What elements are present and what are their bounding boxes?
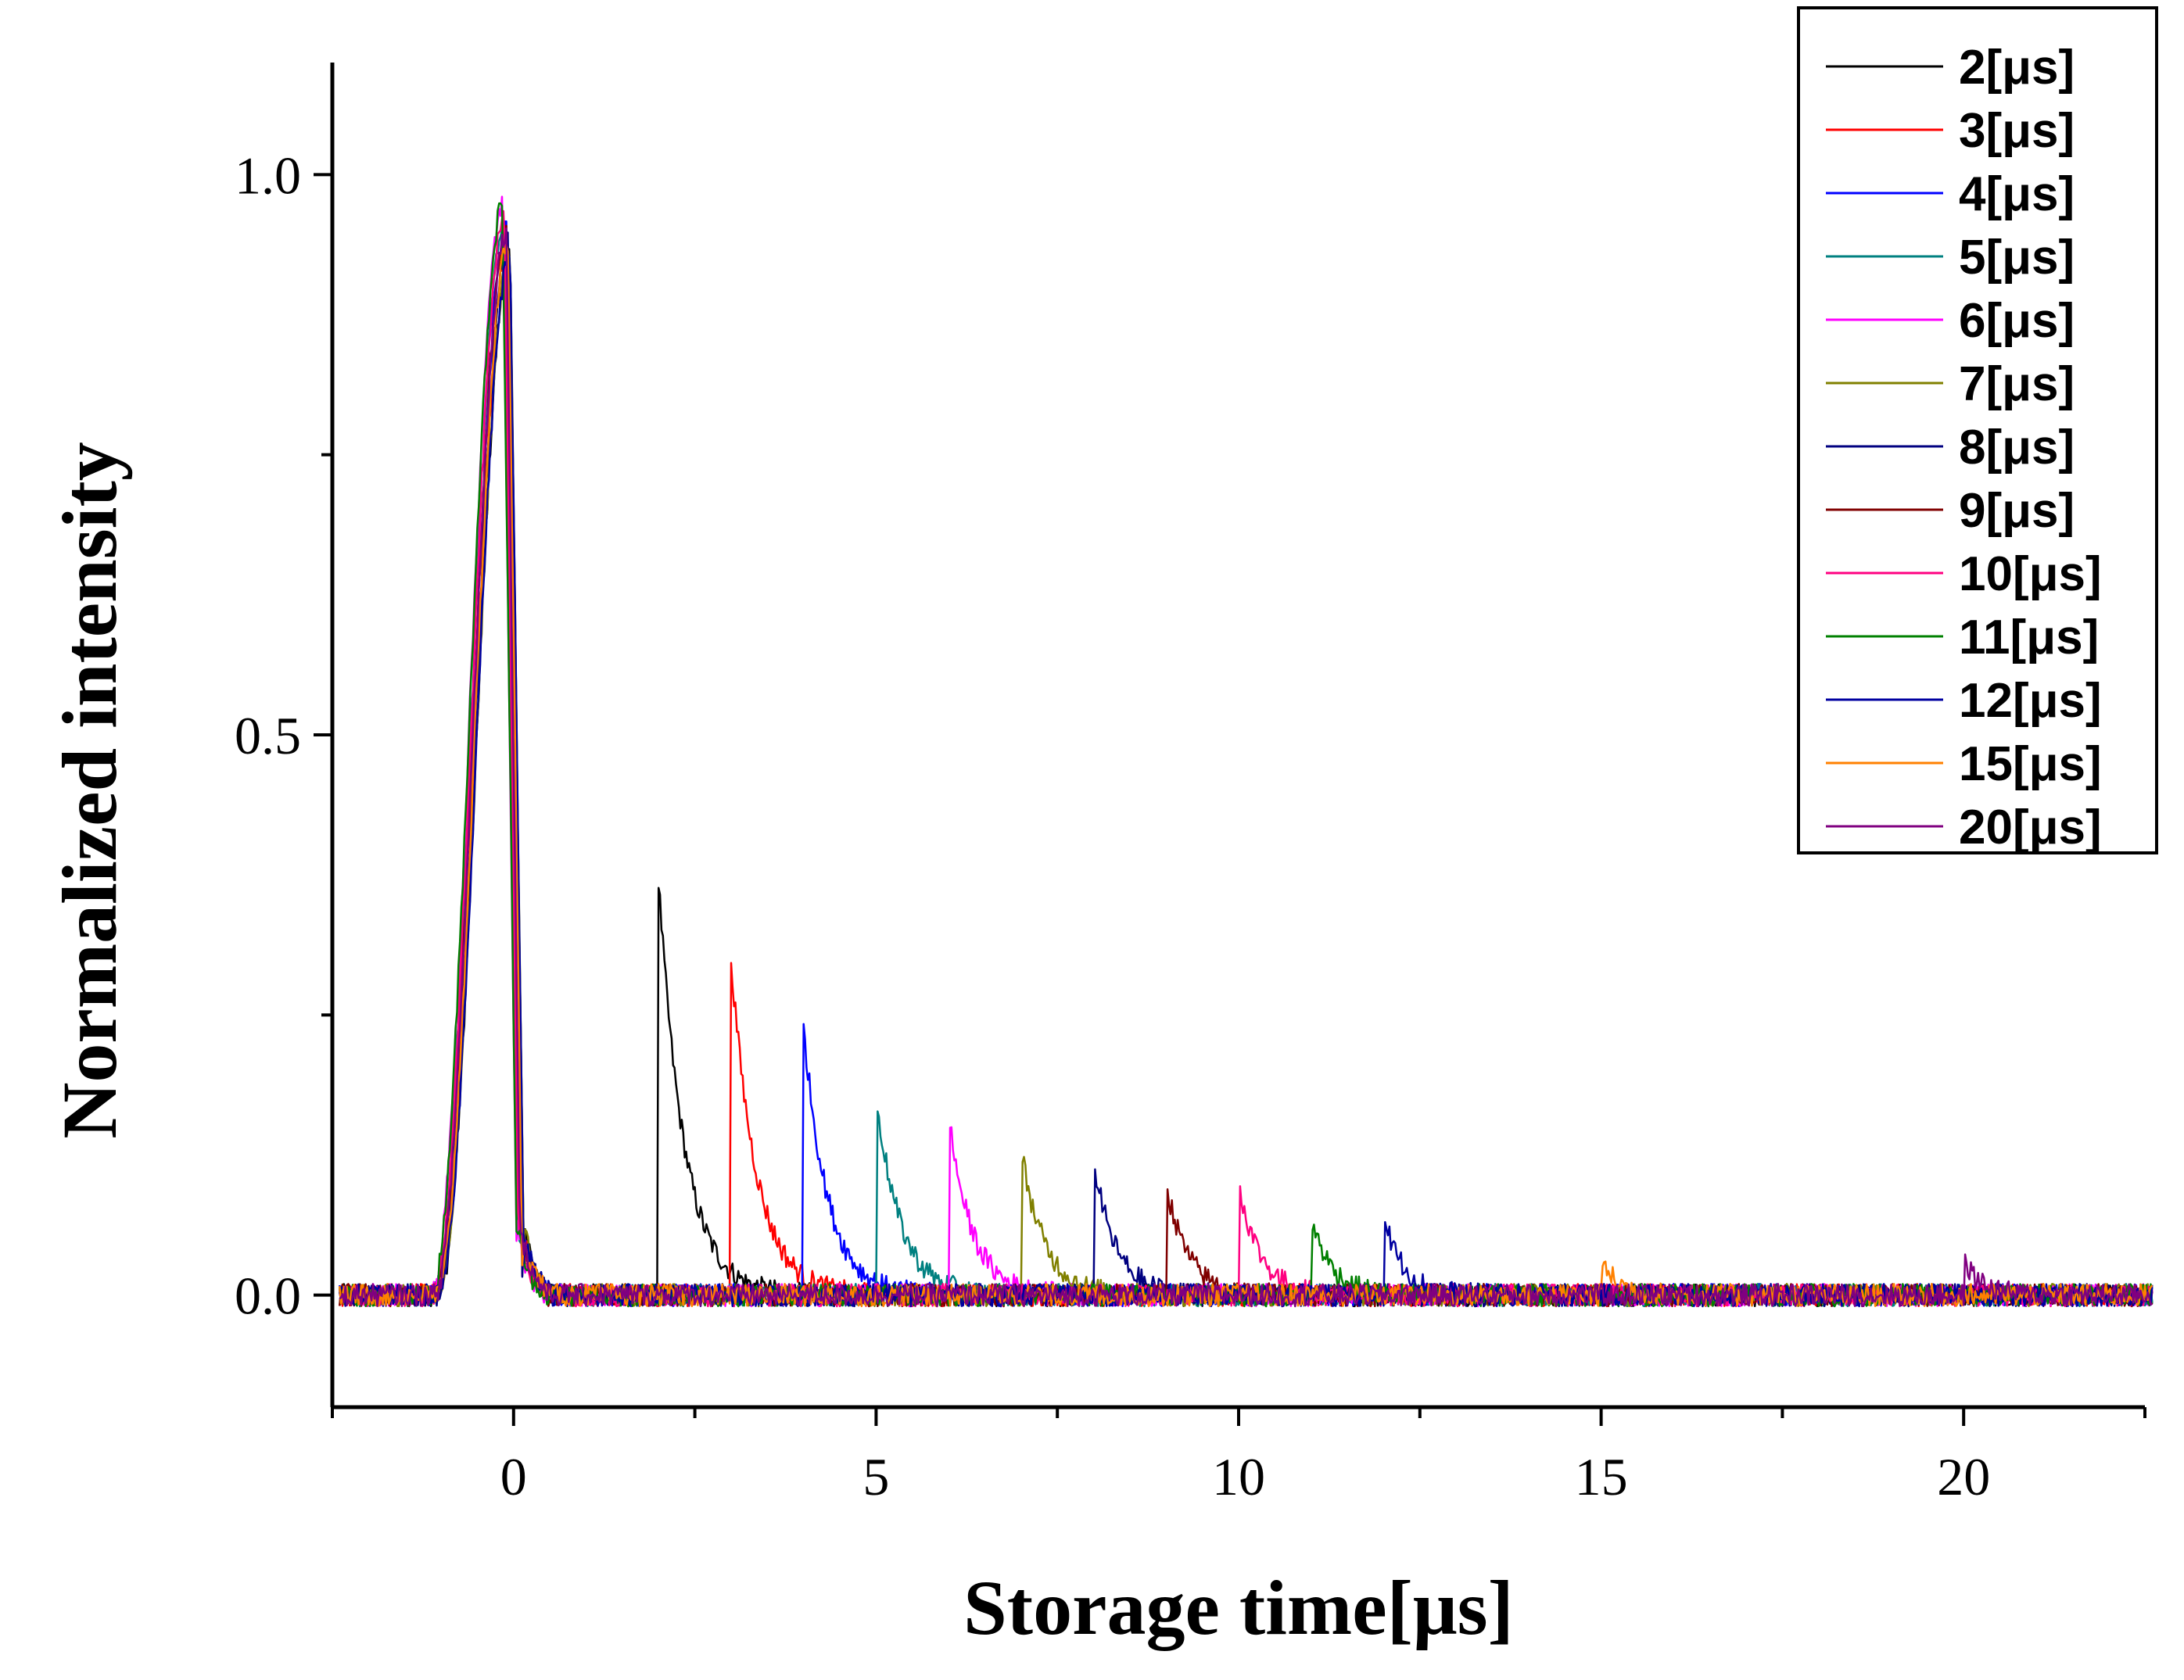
legend-label: 4[μs]: [1959, 167, 2075, 221]
legend-label: 15[μs]: [1959, 737, 2102, 791]
legend: 2[μs] 3[μs] 4[μs] 5[μs] 6[μs] 7[μs] 8[μs] 9[μs]…: [1797, 6, 2158, 854]
legend-label: 6[μs]: [1959, 294, 2075, 348]
legend-label: 2[μs]: [1959, 41, 2075, 95]
legend-label: 5[μs]: [1959, 231, 2075, 285]
x-tick-label: 10: [1212, 1447, 1265, 1506]
legend-label: 3[μs]: [1959, 104, 2075, 158]
legend-label: 7[μs]: [1959, 357, 2075, 411]
y-tick-label: 0.5: [235, 706, 301, 765]
series-line-15us: [339, 243, 2154, 1308]
x-tick-label: 0: [500, 1447, 527, 1506]
legend-label: 8[μs]: [1959, 421, 2075, 475]
legend-box: [1797, 6, 2158, 854]
y-tick-label: 1.0: [235, 145, 301, 205]
legend-label: 11[μs]: [1959, 611, 2099, 664]
legend-label: 20[μs]: [1959, 801, 2102, 854]
y-axis-title: Normalized intensity: [46, 442, 133, 1139]
x-tick-label: 15: [1575, 1447, 1628, 1506]
x-tick-label: 20: [1937, 1447, 1990, 1506]
plot-series: [339, 195, 2154, 1308]
legend-label: 9[μs]: [1959, 484, 2075, 538]
x-axis-title: Storage time[μs]: [963, 1564, 1514, 1651]
y-tick-label: 0.0: [235, 1266, 301, 1326]
legend-label: 12[μs]: [1959, 674, 2102, 728]
axes: 0 5 10 15 20 0.0 0.5 1.0: [235, 63, 2146, 1506]
series-line-20us: [339, 227, 2153, 1308]
x-tick-label: 5: [862, 1447, 889, 1506]
legend-label: 10[μs]: [1959, 547, 2102, 601]
